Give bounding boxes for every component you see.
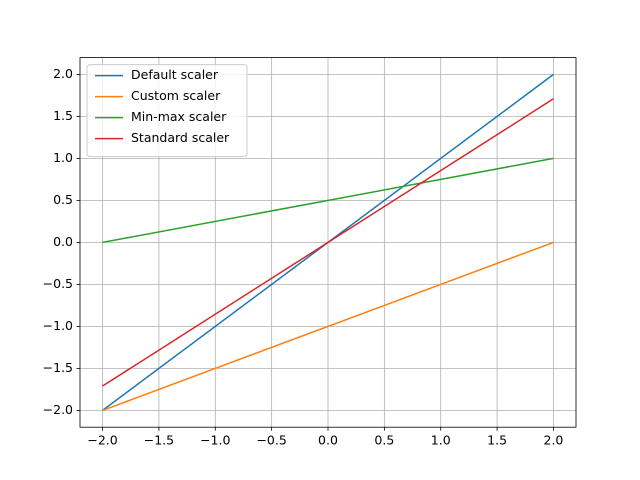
y-tick-label: 0.0 xyxy=(53,234,73,249)
series-line xyxy=(102,157,554,244)
x-tick-label: 1.0 xyxy=(431,433,451,448)
x-tick-label: −2.0 xyxy=(87,433,117,448)
y-tick-label: 2.0 xyxy=(53,66,73,81)
y-tick-label: −0.5 xyxy=(43,276,73,291)
legend-box xyxy=(86,64,248,158)
x-tick-label: −1.0 xyxy=(200,433,230,448)
series-line xyxy=(102,98,554,387)
y-tick-label: −1.5 xyxy=(43,360,73,375)
y-tick-label: 0.5 xyxy=(53,192,73,207)
series-line xyxy=(102,241,554,412)
y-tick-label: −2.0 xyxy=(43,402,73,417)
x-tick-label: 0.0 xyxy=(318,433,338,448)
legend-label: Standard scaler xyxy=(131,130,230,145)
x-tick-label: −1.5 xyxy=(144,433,174,448)
x-tick-label: −0.5 xyxy=(256,433,286,448)
x-tick-label: 0.5 xyxy=(374,433,394,448)
plot-frame xyxy=(79,57,577,428)
legend: Default scaler Custom scaler Min-max scale… xyxy=(86,64,248,158)
y-tick-label: 1.0 xyxy=(53,150,73,165)
legend-label: Default scaler xyxy=(131,67,219,82)
y-tick-label: −1.0 xyxy=(43,318,73,333)
y-tick-label: 1.5 xyxy=(53,108,73,123)
x-tick-label: 2.0 xyxy=(544,433,564,448)
legend-label: Min-max scaler xyxy=(131,109,227,124)
legend-label: Custom scaler xyxy=(131,88,221,103)
x-tick-label: 1.5 xyxy=(487,433,507,448)
